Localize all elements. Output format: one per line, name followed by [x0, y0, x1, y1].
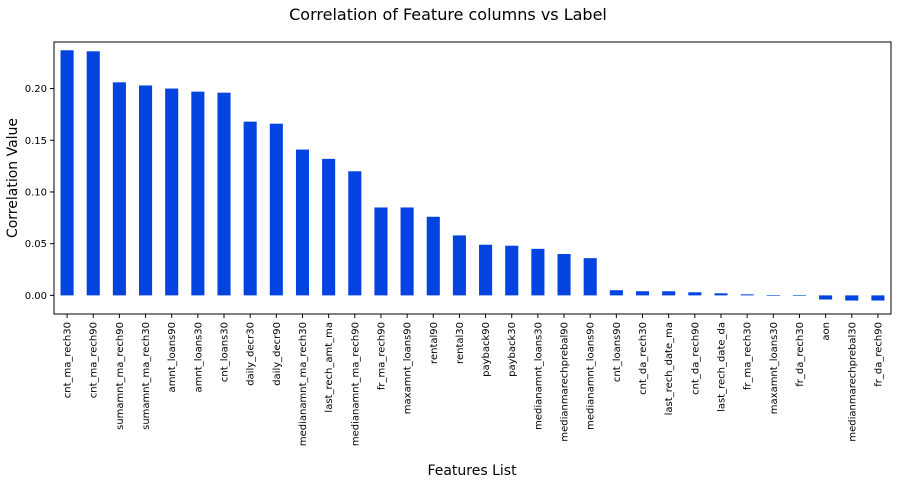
y-axis-label: Correlation Value — [5, 118, 21, 238]
bar-medianamnt_ma_rech90 — [348, 171, 362, 296]
x-tick-label: last_rech_date_da — [716, 322, 727, 412]
bar-last_rech_date_ma — [662, 291, 676, 296]
bar-daily_decr90 — [269, 123, 283, 296]
bar-cnt_ma_rech90 — [86, 51, 100, 296]
x-tick-label: medianamnt_loans30 — [533, 322, 544, 430]
bar-payback90 — [479, 244, 493, 296]
bar-fr_da_rech30 — [792, 295, 806, 296]
bar-cnt_loans90 — [609, 290, 623, 296]
x-tick-label: amnt_loans90 — [167, 322, 178, 392]
x-tick-label: maxamnt_loans90 — [403, 322, 414, 414]
bar-medianamnt_loans90 — [583, 258, 597, 296]
bar-maxamnt_loans90 — [400, 207, 414, 296]
chart-title: Correlation of Feature columns vs Label — [289, 5, 607, 24]
x-tick-label: fr_da_rech30 — [795, 322, 806, 387]
x-tick-label: rental90 — [429, 322, 440, 364]
x-tick-label: medianamnt_loans90 — [586, 322, 597, 430]
bars-group — [60, 50, 885, 301]
bar-maxamnt_loans30 — [766, 295, 780, 296]
bar-sumamnt_ma_rech30 — [139, 85, 153, 296]
plot-frame — [53, 41, 892, 315]
bar-amnt_loans30 — [191, 91, 205, 296]
x-tick-label: sumamnt_ma_rech90 — [115, 322, 126, 430]
bar-cnt_loans30 — [217, 92, 231, 296]
x-tick-label: aon — [821, 322, 832, 341]
x-tick-label: amnt_loans30 — [193, 322, 204, 392]
x-tick-label: cnt_loans30 — [220, 322, 231, 382]
x-tick-label: maxamnt_loans30 — [769, 322, 780, 414]
x-tick-label: cnt_da_rech30 — [638, 322, 649, 395]
bar-fr_ma_rech30 — [740, 294, 754, 296]
bar-payback30 — [505, 245, 519, 296]
bar-rental90 — [426, 216, 440, 296]
y-tick-label: 0.10 — [25, 187, 47, 198]
y-tick-label: 0.05 — [25, 239, 47, 250]
y-axis-ticks: 0.00 0.05 0.10 0.15 0.20 — [25, 84, 54, 302]
x-tick-label: payback30 — [507, 322, 518, 377]
bar-rental30 — [452, 235, 466, 296]
x-tick-label: cnt_ma_rech90 — [89, 322, 100, 398]
y-tick-label: 0.00 — [25, 291, 47, 302]
bar-medianamnt_ma_rech30 — [295, 149, 310, 296]
x-tick-label: cnt_da_rech90 — [690, 322, 701, 395]
bar-fr_da_rech90 — [871, 295, 885, 301]
bar-aon — [819, 295, 833, 300]
x-tick-label: cnt_loans90 — [612, 322, 623, 382]
bar-last_rech_amt_ma — [322, 158, 336, 296]
x-tick-label: rental30 — [455, 322, 466, 364]
bar-fr_ma_rech90 — [374, 207, 388, 296]
x-axis-ticks: cnt_ma_rech30 cnt_ma_rech90 sumamnt_ma_rec… — [63, 314, 884, 446]
bar-last_rech_date_da — [714, 293, 728, 296]
x-tick-label: sumamnt_ma_rech30 — [141, 322, 152, 430]
x-tick-label: fr_ma_rech30 — [743, 322, 754, 390]
bar-medianmarechprebal30 — [845, 295, 859, 301]
bar-amnt_loans90 — [165, 88, 179, 296]
bar-cnt_ma_rech30 — [60, 50, 74, 296]
x-tick-label: fr_da_rech90 — [873, 322, 884, 387]
bar-daily_decr30 — [243, 121, 257, 296]
x-tick-label: cnt_ma_rech30 — [63, 322, 74, 398]
x-tick-label: last_rech_date_ma — [664, 322, 675, 415]
x-tick-label: medianamnt_ma_rech30 — [298, 322, 309, 446]
x-tick-label: fr_ma_rech90 — [376, 322, 387, 390]
x-tick-label: daily_decr90 — [272, 322, 283, 386]
bar-sumamnt_ma_rech90 — [112, 82, 126, 296]
bar-cnt_da_rech30 — [635, 291, 650, 296]
x-tick-label: payback90 — [481, 322, 492, 377]
y-tick-label: 0.20 — [25, 84, 47, 95]
y-tick-label: 0.15 — [25, 136, 47, 147]
x-axis-label: Features List — [427, 463, 517, 479]
bar-cnt_da_rech90 — [688, 292, 702, 296]
x-tick-label: last_rech_amt_ma — [324, 322, 335, 413]
x-tick-label: daily_decr30 — [246, 322, 257, 386]
x-tick-label: medianmarechprebal90 — [560, 322, 571, 442]
bar-medianmarechprebal90 — [557, 254, 571, 296]
x-tick-label: medianamnt_ma_rech90 — [350, 322, 361, 446]
x-tick-label: medianmarechprebal30 — [847, 322, 858, 442]
bar-medianamnt_loans30 — [531, 248, 545, 296]
